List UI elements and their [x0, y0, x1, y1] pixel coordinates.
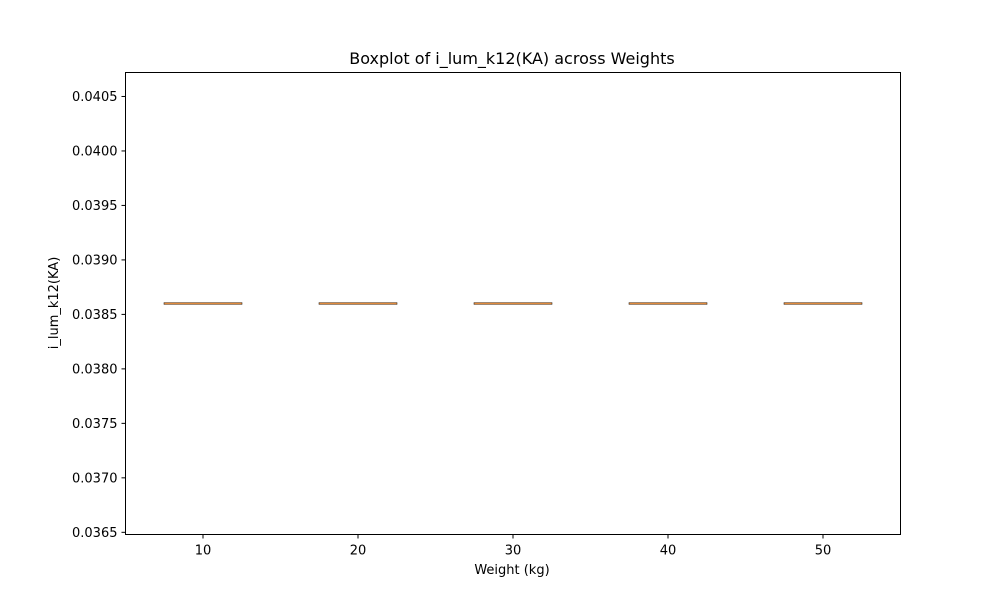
boxplot-series: [163, 302, 863, 305]
x-axis: 10 20 30 40 50: [195, 534, 832, 559]
x-tick-label: 30: [505, 544, 522, 559]
box-30: [473, 302, 553, 305]
x-axis-title: Weight (kg): [474, 563, 549, 578]
y-tick-label: 0.0400: [72, 144, 118, 159]
y-tick-label: 0.0390: [72, 253, 118, 268]
x-tick-label: 40: [660, 544, 677, 559]
y-tick-label: 0.0385: [72, 308, 118, 323]
y-tick-label: 0.0405: [72, 90, 118, 105]
y-axis: 0.0365 0.0370 0.0375 0.0380 0.0385 0.0390 0.03…: [72, 90, 126, 541]
y-tick-label: 0.0380: [72, 362, 118, 377]
box-10: [163, 302, 243, 305]
x-tick-label: 20: [350, 544, 367, 559]
box-40: [628, 302, 708, 305]
y-tick-label: 0.0370: [72, 471, 118, 486]
box-20: [318, 302, 398, 305]
chart-title: Boxplot of i_lum_k12(KA) across Weights: [349, 49, 674, 69]
x-tick-label: 10: [195, 544, 212, 559]
y-tick-label: 0.0375: [72, 417, 118, 432]
y-tick-label: 0.0395: [72, 199, 118, 214]
box-50: [783, 302, 863, 305]
y-axis-title: i_lum_k12(KA): [47, 257, 62, 350]
y-tick-label: 0.0365: [72, 526, 118, 541]
x-tick-label: 50: [815, 544, 832, 559]
